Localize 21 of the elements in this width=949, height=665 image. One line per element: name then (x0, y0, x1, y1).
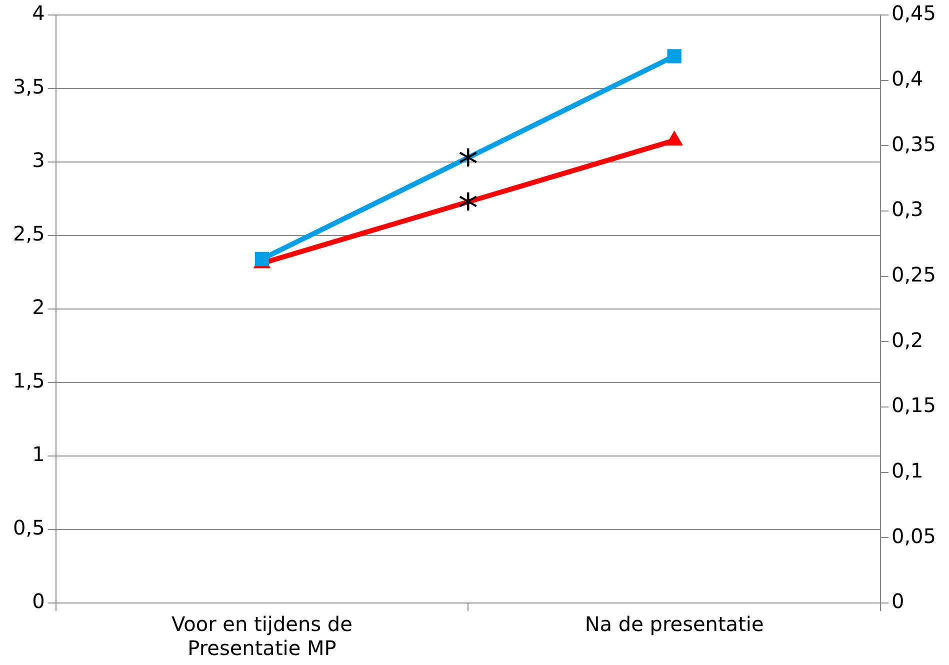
y-tick-label: 1,5 (12, 368, 45, 393)
y-tick-label: 2,5 (12, 222, 45, 246)
y2-tick-label: 0,1 (891, 458, 924, 483)
y-tick-label: 0 (32, 589, 45, 614)
y-tick-label: 3 (32, 148, 45, 172)
x-tick-label: Na de presentatie (584, 612, 764, 636)
y2-tick-label: 0 (891, 589, 904, 614)
y2-tick-label: 0,15 (891, 393, 936, 418)
y-tick-label: 2 (32, 295, 45, 320)
x-tick-label: Voor en tijdens de Presentatie MP (172, 612, 352, 660)
y2-tick-label: 0,45 (891, 1, 936, 26)
y2-tick-label: 0,25 (891, 262, 936, 287)
y-tick-label: 4 (32, 1, 45, 26)
y-tick-label: 0,5 (12, 516, 45, 540)
y2-tick-label: 0,3 (891, 197, 924, 222)
y2-tick-label: 0,35 (891, 132, 936, 156)
y-tick-label: 1 (32, 442, 45, 466)
y2-tick-label: 0,05 (891, 524, 936, 548)
y2-tick-label: 0,2 (891, 328, 924, 352)
y2-tick-label: 0,4 (891, 66, 924, 91)
y-tick-label: 3,5 (12, 74, 45, 99)
